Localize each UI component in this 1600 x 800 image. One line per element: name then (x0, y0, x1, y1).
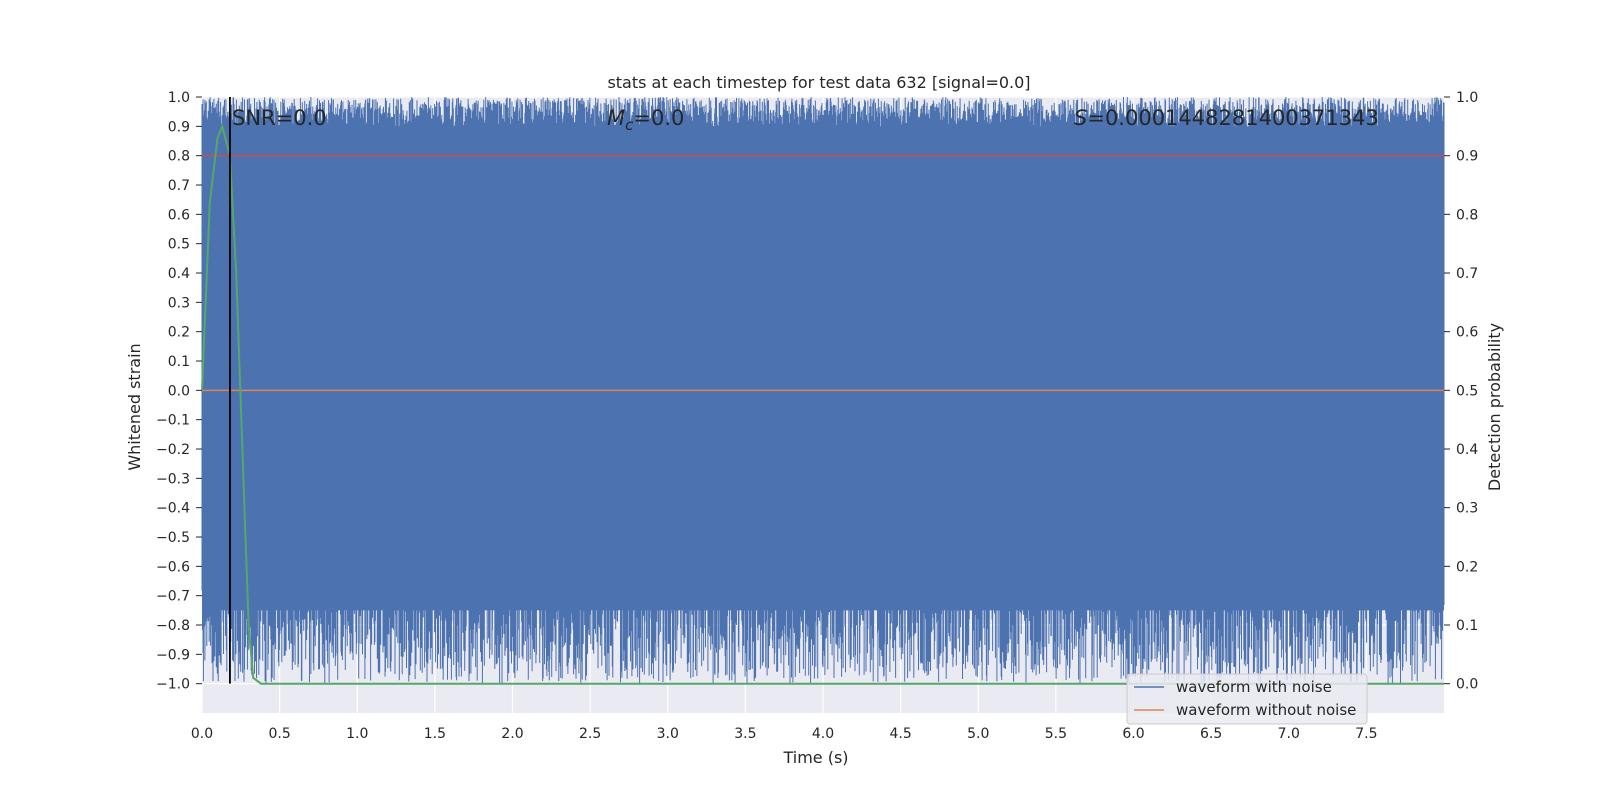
y-tick-label: 0.2 (168, 325, 190, 341)
x-tick-label: 7.5 (1355, 726, 1377, 742)
y-tick-label: −1.0 (156, 677, 190, 693)
mc-subscript: c (625, 116, 634, 134)
mc-symbol: M (607, 106, 625, 130)
y-tick-label: 0.7 (168, 178, 190, 194)
x-tick-label: 4.0 (812, 726, 834, 742)
s-symbol: S (1074, 106, 1087, 130)
y2-tick-label: 0.6 (1456, 325, 1478, 341)
y2-tick-label: 0.1 (1456, 618, 1478, 634)
snr-annotation: SNR=0.0 (232, 106, 327, 130)
y2-tick-label: 0.5 (1456, 383, 1478, 399)
y2-tick-label: 0.0 (1456, 677, 1478, 693)
y2-tick-label: 0.2 (1456, 559, 1478, 575)
legend-box (1126, 673, 1368, 725)
y-tick-label: 0.5 (168, 237, 190, 253)
chart-title: stats at each timestep for test data 632… (607, 73, 1030, 92)
y-axis-ticks: 1.0 0.9 0.8 0.7 0.6 0.5 0.4 0.3 0.2 0.1 0.0 −0.1 −0.… (156, 90, 202, 693)
legend: waveform with noise waveform without noi… (1126, 673, 1368, 725)
x-axis-label: Time (s) (782, 748, 848, 767)
x-tick-label: 2.5 (579, 726, 601, 742)
x-tick-label: 3.0 (657, 726, 679, 742)
x-tick-label: 2.0 (501, 726, 523, 742)
s-value: =0.0001448281400371343 (1087, 106, 1379, 130)
x-tick-label: 5.0 (967, 726, 989, 742)
y2-tick-label: 0.3 (1456, 501, 1478, 517)
y2-tick-label: 0.8 (1456, 207, 1478, 223)
y-tick-label: 1.0 (168, 90, 190, 106)
y2-tick-label: 1.0 (1456, 90, 1478, 106)
x-tick-label: 6.5 (1200, 726, 1222, 742)
y-axis-label: Whitened strain (125, 343, 144, 470)
chirp-mass-annotation: Mc=0.0 (607, 106, 684, 134)
y2-tick-label: 0.7 (1456, 266, 1478, 282)
y-tick-label: 0.1 (168, 354, 190, 370)
x-tick-label: 0.0 (191, 726, 213, 742)
y-tick-label: −0.6 (156, 559, 190, 575)
y-tick-label: −0.8 (156, 618, 190, 634)
y-tick-label: −0.5 (156, 530, 190, 546)
x-tick-label: 1.5 (424, 726, 446, 742)
y-tick-label: −0.2 (156, 442, 190, 458)
legend-label-clean: waveform without noise (1176, 701, 1356, 719)
noise-waveform (201, 96, 1445, 684)
y2-axis-label: Detection probability (1485, 323, 1504, 491)
y-tick-label: −0.9 (156, 647, 190, 663)
y-tick-label: 0.9 (168, 119, 190, 135)
y-tick-label: −0.7 (156, 589, 190, 605)
x-tick-label: 1.0 (346, 726, 368, 742)
x-tick-label: 6.0 (1122, 726, 1144, 742)
series-lines (201, 97, 1444, 685)
y2-tick-label: 0.4 (1456, 442, 1478, 458)
y2-tick-label: 0.9 (1456, 149, 1478, 165)
y-tick-label: −0.4 (156, 501, 190, 517)
y-tick-label: 0.4 (168, 266, 190, 282)
y-tick-label: 0.0 (168, 383, 190, 399)
y-tick-label: −0.1 (156, 413, 190, 429)
mc-value: =0.0 (633, 106, 684, 130)
detection-probability-line (201, 123, 1444, 685)
x-axis-ticks: 0.0 0.5 1.0 1.5 2.0 2.5 3.0 3.5 4.0 4.5 5.0 5.5 6.0 6… (191, 726, 1378, 742)
y-tick-label: 0.6 (168, 207, 190, 223)
x-tick-label: 3.5 (734, 726, 756, 742)
y-tick-label: 0.8 (168, 149, 190, 165)
y-tick-label: 0.3 (168, 295, 190, 311)
y2-axis-ticks: 1.0 0.9 0.8 0.7 0.6 0.5 0.4 0.3 0.2 0.1 0.0 (1444, 90, 1478, 693)
noise-trace (201, 96, 1445, 684)
x-tick-label: 4.5 (889, 726, 911, 742)
x-tick-label: 5.5 (1045, 726, 1067, 742)
x-tick-label: 0.5 (268, 726, 290, 742)
s-annotation: S=0.0001448281400371343 (1074, 106, 1379, 130)
legend-label-noise: waveform with noise (1176, 678, 1332, 696)
x-tick-label: 7.0 (1278, 726, 1300, 742)
y-tick-label: −0.3 (156, 471, 190, 487)
